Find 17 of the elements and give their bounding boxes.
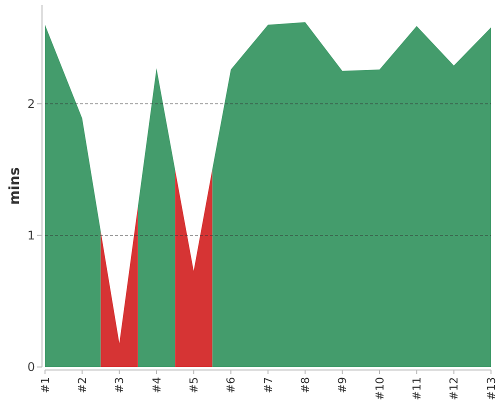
x-tick-label: #9 [336,377,350,394]
y-tick-label: 0 [27,360,35,374]
x-tick-label: #7 [262,377,275,394]
x-tick-label: #11 [410,377,424,400]
y-tick-label: 1 [27,228,35,243]
x-tick-label: #4 [150,377,164,394]
x-tick-label: #5 [188,377,201,394]
x-tick-label: #12 [448,377,461,400]
y-axis-title: mins [7,167,23,205]
x-tick-label: #13 [484,377,498,400]
y-tick-label: 2 [27,96,35,111]
x-tick-label: #3 [113,377,126,394]
x-tick-label: #2 [76,377,90,394]
x-tick-label: #6 [224,377,238,394]
x-tick-label: #8 [299,377,312,394]
x-tick-label: #1 [38,377,52,394]
x-tick-label: #10 [373,377,386,400]
